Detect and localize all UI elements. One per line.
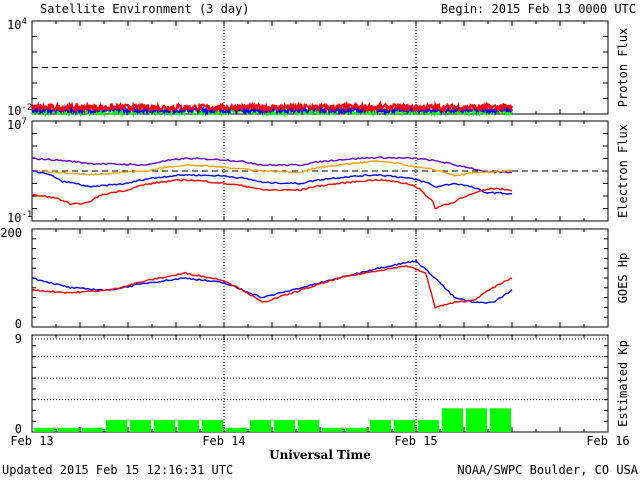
panel-label-proton: Proton Flux xyxy=(616,28,630,107)
kp-bar xyxy=(322,427,343,432)
kp-bar xyxy=(178,420,199,432)
kp-bar xyxy=(418,420,439,432)
panel-frame xyxy=(31,228,609,328)
x-tick-label-feb-13: Feb 13 xyxy=(10,434,53,448)
series-line-electron-0 xyxy=(31,156,513,174)
kp-bar xyxy=(202,420,223,432)
kp-bar xyxy=(250,420,271,432)
y-tick-label: 0 xyxy=(15,317,22,331)
panel-hp: 200 0 GOES Hp xyxy=(0,226,630,331)
y-tick-label: 104 xyxy=(7,17,27,32)
kp-bar xyxy=(394,420,415,432)
series-line-electron-2 xyxy=(31,169,513,195)
series-line-proton-2 xyxy=(31,100,513,115)
kp-bar xyxy=(34,427,55,432)
x-tick-label-feb-16: Feb 16 xyxy=(586,434,629,448)
chart-title: Satellite Environment (3 day) xyxy=(40,2,250,16)
y-tick-label: 0 xyxy=(15,422,22,436)
y-tick-label: 10-2 xyxy=(7,103,32,118)
x-tick-label-feb-15: Feb 15 xyxy=(394,434,437,448)
kp-bar xyxy=(346,427,367,432)
panel-frame xyxy=(31,334,609,433)
kp-bar xyxy=(490,408,511,432)
panel-electron: 107 10-1 Electron Flux xyxy=(7,117,630,225)
y-tick-label: 9 xyxy=(15,332,22,346)
kp-bar xyxy=(106,420,127,432)
panel-kp: 9 0 Estimated Kp xyxy=(15,332,630,436)
kp-bar xyxy=(82,427,103,432)
kp-bar xyxy=(226,427,247,432)
kp-bar xyxy=(274,420,295,432)
y-tick-label: 10-1 xyxy=(7,210,32,225)
series-line-electron-3 xyxy=(31,178,513,210)
panel-label-hp: GOES Hp xyxy=(616,253,630,304)
kp-bar xyxy=(370,420,391,432)
y-tick-label: 200 xyxy=(0,226,22,240)
panel-proton: 104 10-2 Proton Flux xyxy=(7,17,630,118)
kp-bar xyxy=(130,420,151,432)
updated-timestamp: Updated 2015 Feb 15 12:16:31 UTC xyxy=(2,463,233,477)
begin-time: Begin: 2015 Feb 13 0000 UTC xyxy=(441,2,636,16)
kp-bar xyxy=(298,420,319,432)
kp-bar xyxy=(154,420,175,432)
panel-frame xyxy=(31,120,609,222)
series-line-electron-1 xyxy=(31,160,513,177)
series-line-hp-1 xyxy=(31,265,513,310)
credit-text: NOAA/SWPC Boulder, CO USA xyxy=(457,463,638,477)
panel-frame xyxy=(31,20,609,115)
panel-label-electron: Electron Flux xyxy=(616,124,630,218)
kp-bar xyxy=(466,408,487,432)
x-tick-label-feb-14: Feb 14 xyxy=(202,434,245,448)
panel-label-kp: Estimated Kp xyxy=(616,340,630,427)
y-tick-label: 107 xyxy=(7,117,27,132)
series-line-hp-0 xyxy=(31,259,513,304)
kp-bar xyxy=(58,427,79,432)
x-axis-title: Universal Time xyxy=(269,448,371,462)
kp-bar xyxy=(442,408,463,432)
